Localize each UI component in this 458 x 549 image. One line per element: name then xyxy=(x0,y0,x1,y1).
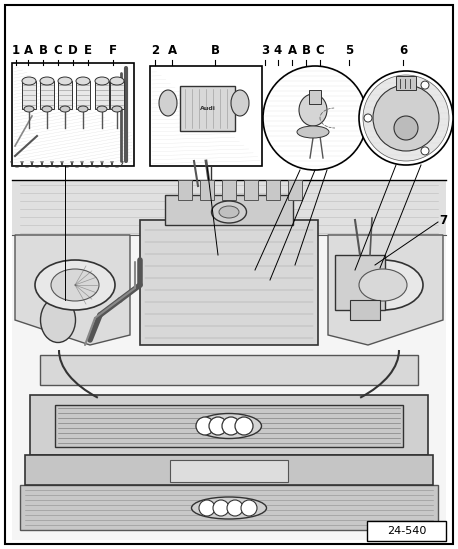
Bar xyxy=(76,81,90,109)
Bar xyxy=(58,81,72,109)
Text: B: B xyxy=(211,44,219,57)
Ellipse shape xyxy=(191,497,267,519)
Text: 3: 3 xyxy=(261,44,269,57)
Bar xyxy=(25,455,433,485)
Ellipse shape xyxy=(297,126,329,138)
Ellipse shape xyxy=(40,77,54,85)
Text: 5: 5 xyxy=(345,44,353,57)
Bar xyxy=(180,86,235,131)
Bar xyxy=(309,90,321,104)
Circle shape xyxy=(241,500,257,516)
Text: 6: 6 xyxy=(399,44,407,57)
Circle shape xyxy=(394,116,418,140)
Bar xyxy=(335,255,385,310)
Ellipse shape xyxy=(196,413,262,439)
Ellipse shape xyxy=(231,90,249,116)
Circle shape xyxy=(222,417,240,435)
Ellipse shape xyxy=(51,269,99,301)
Text: A: A xyxy=(288,44,297,57)
Ellipse shape xyxy=(359,269,407,301)
Bar xyxy=(20,485,438,530)
Bar xyxy=(200,180,214,200)
Ellipse shape xyxy=(60,106,70,112)
Bar xyxy=(222,180,236,200)
Circle shape xyxy=(364,114,372,122)
Bar xyxy=(55,405,403,447)
Ellipse shape xyxy=(299,94,327,126)
Bar xyxy=(110,81,124,109)
Ellipse shape xyxy=(110,77,124,85)
Ellipse shape xyxy=(95,77,109,85)
Ellipse shape xyxy=(219,206,239,218)
Bar xyxy=(95,81,109,109)
Bar xyxy=(40,355,418,385)
Bar xyxy=(350,300,380,320)
Text: 1: 1 xyxy=(12,44,20,57)
Circle shape xyxy=(196,417,214,435)
Text: 2: 2 xyxy=(151,44,159,57)
Ellipse shape xyxy=(343,260,423,310)
Ellipse shape xyxy=(42,106,52,112)
Ellipse shape xyxy=(159,90,177,116)
Ellipse shape xyxy=(40,298,76,343)
Bar xyxy=(12,63,134,166)
Ellipse shape xyxy=(22,77,36,85)
Bar xyxy=(12,180,446,540)
Bar xyxy=(165,195,293,225)
Circle shape xyxy=(263,66,367,170)
Bar xyxy=(140,220,318,345)
Bar xyxy=(266,180,280,200)
Text: A: A xyxy=(23,44,33,57)
Bar xyxy=(178,180,192,200)
Text: D: D xyxy=(68,44,78,57)
Ellipse shape xyxy=(58,77,72,85)
Bar xyxy=(170,460,288,482)
Ellipse shape xyxy=(112,106,122,112)
Bar xyxy=(367,521,446,541)
Text: 7: 7 xyxy=(439,214,447,227)
Bar xyxy=(22,81,36,109)
Circle shape xyxy=(359,71,453,165)
Bar xyxy=(30,395,428,455)
Text: 24-540: 24-540 xyxy=(387,526,427,536)
Text: B: B xyxy=(38,44,48,57)
Bar xyxy=(12,180,446,235)
Bar xyxy=(396,76,416,90)
Text: B: B xyxy=(301,44,311,57)
Circle shape xyxy=(227,500,243,516)
Text: 4: 4 xyxy=(274,44,282,57)
Circle shape xyxy=(235,417,253,435)
Ellipse shape xyxy=(97,106,107,112)
Circle shape xyxy=(373,85,439,151)
Circle shape xyxy=(421,81,429,89)
Text: F: F xyxy=(109,44,117,57)
Bar xyxy=(150,66,262,166)
Circle shape xyxy=(199,500,215,516)
Bar xyxy=(40,81,54,109)
Polygon shape xyxy=(15,235,130,345)
Text: Audi: Audi xyxy=(200,106,215,111)
Circle shape xyxy=(209,417,227,435)
Circle shape xyxy=(363,75,449,161)
Text: C: C xyxy=(54,44,62,57)
Bar xyxy=(244,180,258,200)
Ellipse shape xyxy=(78,106,88,112)
Ellipse shape xyxy=(76,77,90,85)
Bar xyxy=(288,180,302,200)
Ellipse shape xyxy=(24,106,34,112)
Ellipse shape xyxy=(35,260,115,310)
Ellipse shape xyxy=(212,201,246,223)
Text: A: A xyxy=(168,44,177,57)
Polygon shape xyxy=(328,235,443,345)
Circle shape xyxy=(421,147,429,155)
Text: E: E xyxy=(84,44,92,57)
Text: C: C xyxy=(316,44,324,57)
Circle shape xyxy=(213,500,229,516)
